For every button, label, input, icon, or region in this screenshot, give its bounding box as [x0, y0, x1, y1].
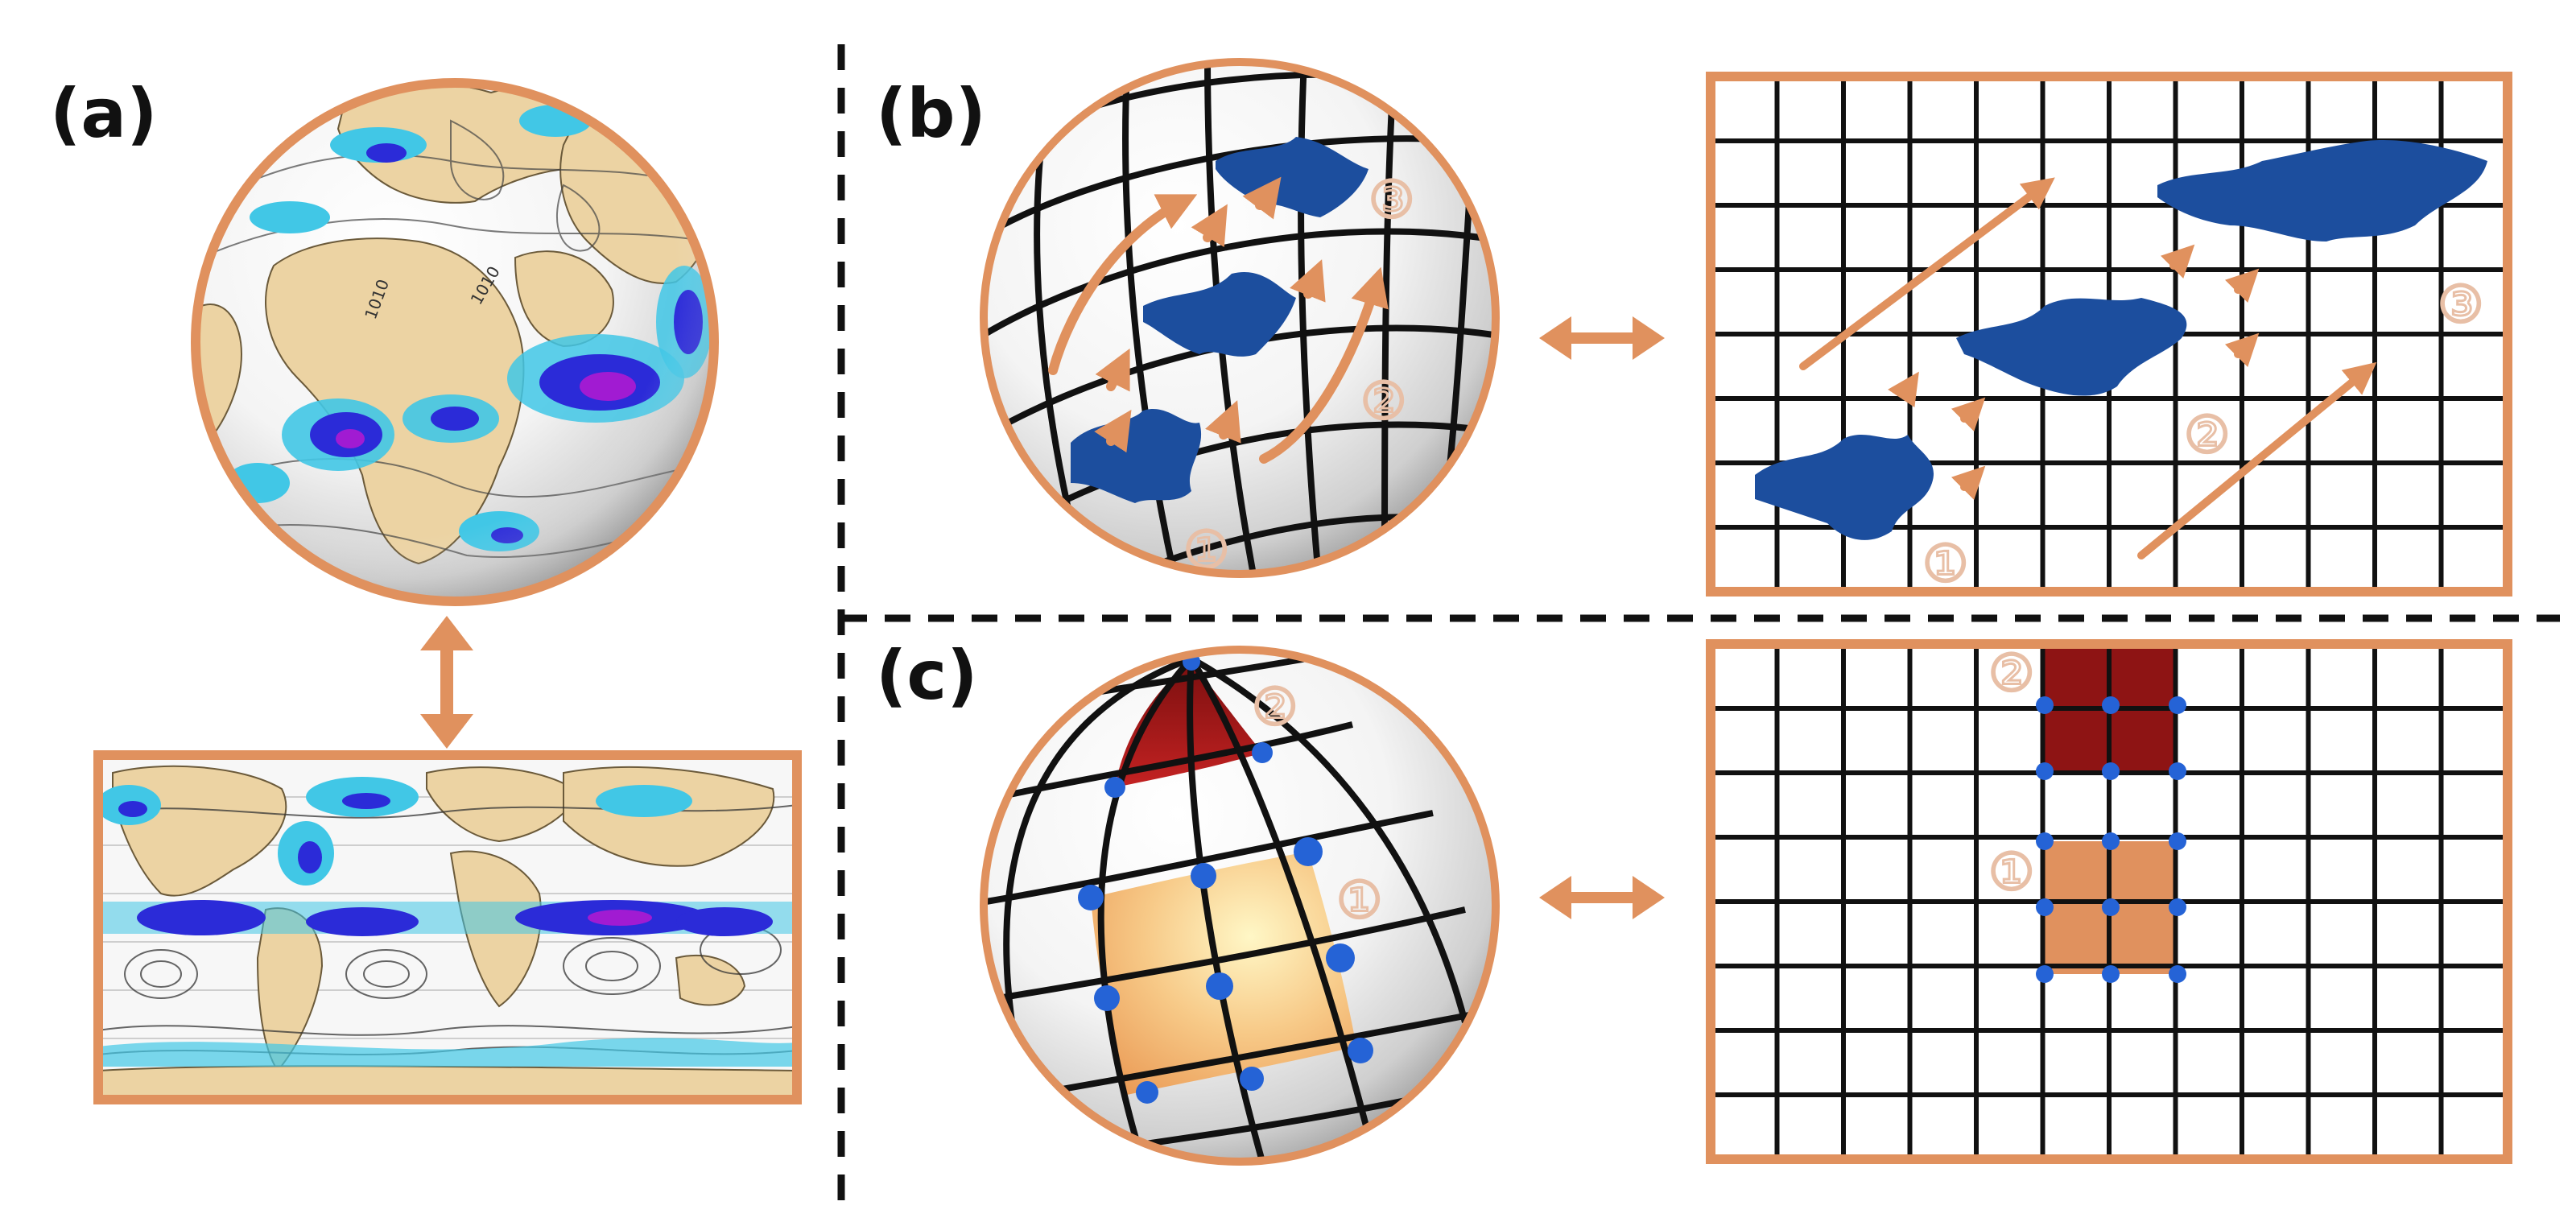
motion-arrows: [1799, 177, 2377, 559]
earth-globe: 1010 1010: [191, 78, 719, 606]
step-marker: ③: [1368, 171, 1414, 230]
cloud-blobs: [1755, 140, 2487, 540]
map-precipitation: [98, 777, 797, 1067]
step-marker: ②: [1360, 372, 1406, 431]
flat-grid-b: ① ② ③: [1706, 72, 2512, 597]
step-marker: ②: [2184, 406, 2230, 465]
panel-label-c: (c): [876, 636, 978, 715]
step-marker: ②: [1252, 678, 1298, 737]
world-map-flat: [93, 750, 802, 1104]
step-marker: ③: [2438, 275, 2483, 335]
panel-label-b: (b): [876, 74, 986, 153]
panel-label-a: (a): [50, 74, 157, 153]
step-marker: ①: [1336, 871, 1382, 931]
grid-node-dot-icon: [2036, 696, 2186, 983]
double-headed-arrow-icon: [420, 616, 473, 749]
step-marker: ①: [1183, 521, 1229, 580]
grid-node-dot-icon: [1078, 653, 1373, 1104]
motion-arrows: [1048, 176, 1389, 464]
flat-grid-c: ① ②: [1706, 639, 2512, 1164]
double-headed-arrow-icon: [1539, 876, 1665, 919]
step-marker: ②: [1988, 644, 2034, 704]
sphere-grid-lines: [984, 62, 1496, 574]
step-marker: ①: [1922, 535, 1968, 594]
sphere-grid-c: ① ②: [980, 646, 1500, 1166]
sphere-grid-b: ① ② ③: [980, 58, 1500, 580]
double-headed-arrow-icon: [1539, 316, 1665, 360]
step-marker: ①: [1988, 843, 2034, 902]
